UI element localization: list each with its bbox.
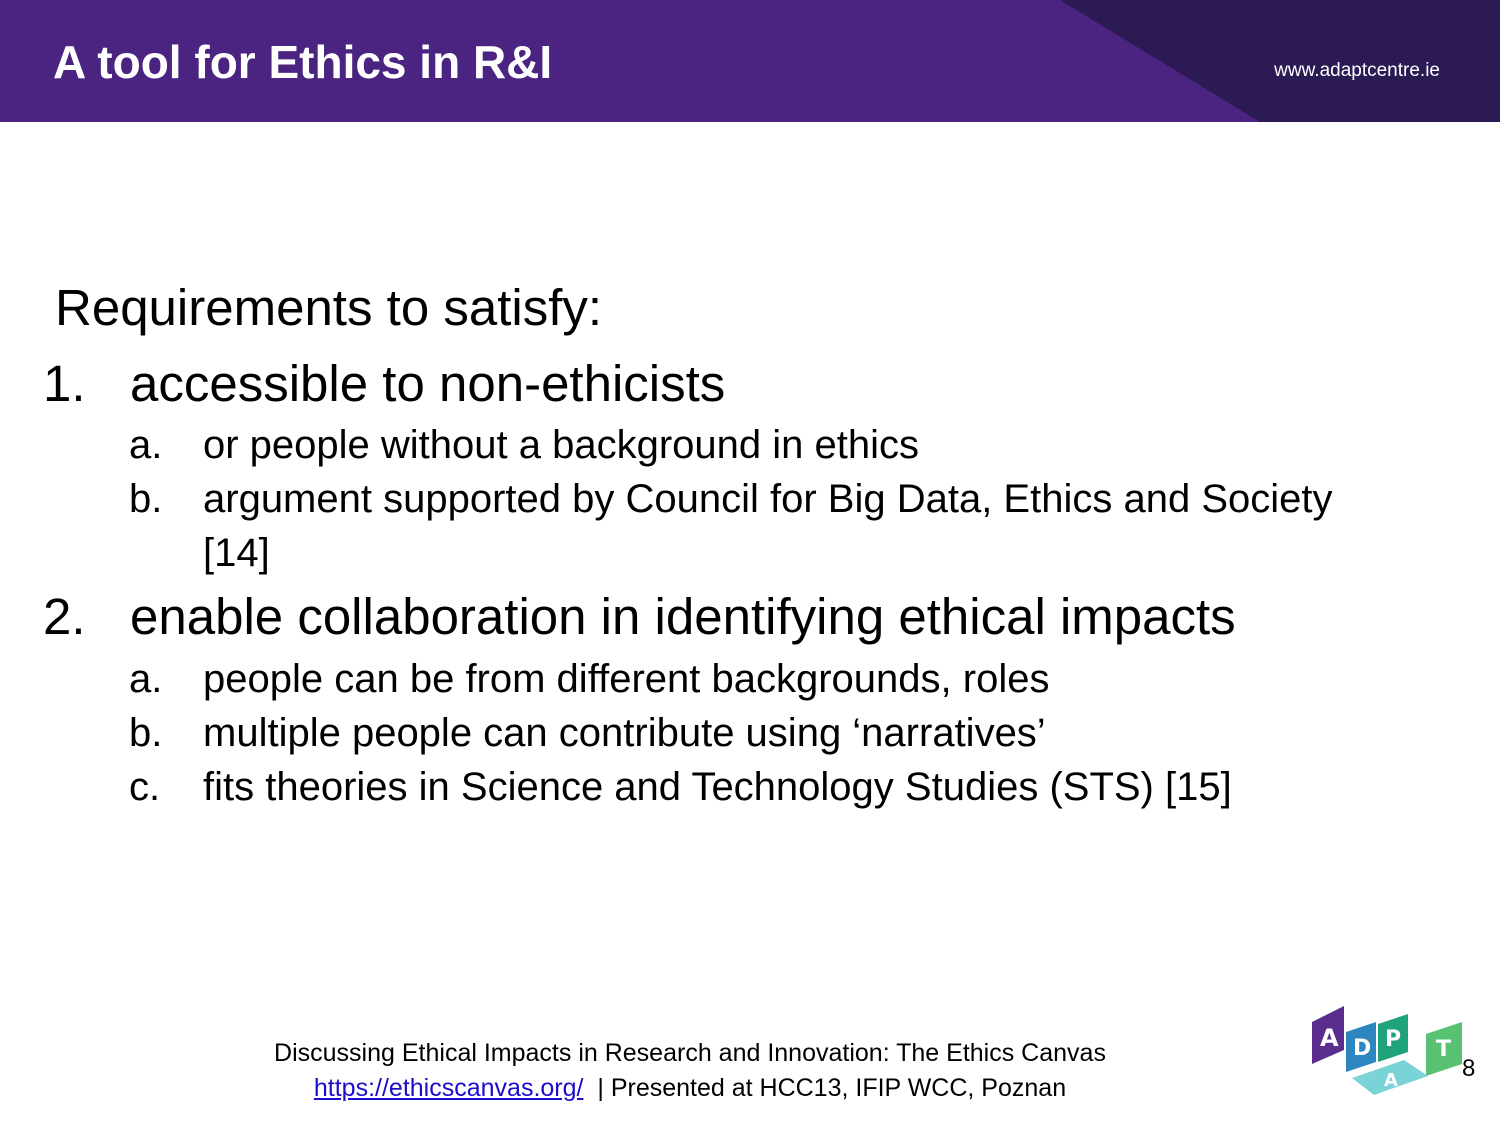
list-number: 2. bbox=[43, 588, 86, 645]
sub-list-letter: c. bbox=[129, 765, 161, 809]
header-bar: A tool for Ethics in R&I www.adaptcentre… bbox=[0, 0, 1500, 122]
logo-letter-a2: A bbox=[1384, 1070, 1398, 1091]
sub-list-letter: b. bbox=[129, 711, 163, 755]
logo-letter-t: T bbox=[1436, 1037, 1451, 1062]
site-url[interactable]: www.adaptcentre.ie bbox=[1274, 60, 1440, 81]
content-heading: Requirements to satisfy: bbox=[55, 279, 603, 336]
logo-tile-d bbox=[1346, 1022, 1376, 1072]
footer-line-1: Discussing Ethical Impacts in Research a… bbox=[274, 1039, 1106, 1067]
sub-list-text: argument supported by Council for Big Da… bbox=[203, 477, 1333, 575]
footer-citation: Discussing Ethical Impacts in Research a… bbox=[190, 1036, 1190, 1106]
ethics-canvas-link[interactable]: https://ethicscanvas.org/ bbox=[313, 1074, 584, 1102]
slide-title: A tool for Ethics in R&I bbox=[53, 36, 553, 88]
logo-tile-p bbox=[1378, 1014, 1408, 1062]
logo-tile-a bbox=[1312, 1006, 1344, 1064]
logo-letter-d: D bbox=[1353, 1036, 1371, 1061]
footer-presented-text: | Presented at HCC13, IFIP WCC, Poznan bbox=[583, 1074, 1067, 1102]
list-number: 1. bbox=[43, 355, 86, 412]
sub-list-letter: b. bbox=[129, 477, 163, 521]
sub-list-text: multiple people can contribute using ‘na… bbox=[203, 711, 1046, 755]
footer-line-2: https://ethicscanvas.org/ | Presented at… bbox=[190, 1071, 1190, 1106]
page-number: 8 bbox=[1462, 1055, 1476, 1082]
logo-letter-a: A bbox=[1320, 1024, 1339, 1052]
logo-tile-a2 bbox=[1352, 1060, 1428, 1095]
header-decoration bbox=[1060, 0, 1500, 122]
list-text: accessible to non-ethicists bbox=[130, 355, 726, 412]
adapt-logo: A D P A T bbox=[1312, 1006, 1462, 1095]
logo-tile-t bbox=[1426, 1022, 1462, 1076]
list-text: enable collaboration in identifying ethi… bbox=[130, 588, 1236, 645]
sub-list-text: or people without a background in ethics bbox=[203, 423, 920, 467]
sub-list-letter: a. bbox=[129, 423, 163, 467]
sub-list-letter: a. bbox=[129, 657, 163, 701]
sub-list-text: people can be from different backgrounds… bbox=[203, 657, 1050, 701]
sub-list-text: fits theories in Science and Technology … bbox=[203, 765, 1232, 809]
logo-letter-p: P bbox=[1385, 1027, 1401, 1052]
